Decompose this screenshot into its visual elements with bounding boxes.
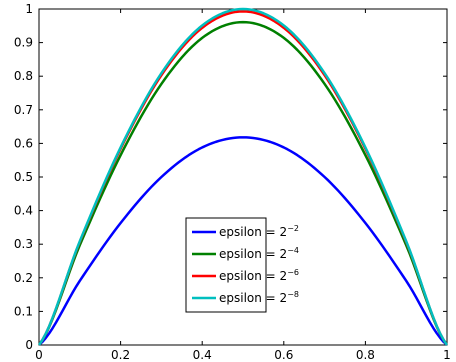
series-line-2 [37, 20, 449, 346]
y-tick-label: 0 [25, 338, 33, 352]
y-tick-label: 0.1 [14, 304, 33, 318]
x-tick-label: 1 [443, 348, 451, 362]
x-tick-label: 0.4 [193, 348, 212, 362]
legend-box [185, 217, 267, 313]
legend-entry-4: epsilon = 2−8 [219, 290, 299, 305]
legend-entry-2: epsilon = 2−4 [219, 246, 299, 261]
legend-entry-base: epsilon = 2 [219, 225, 287, 239]
legend-entry-exponent: −8 [287, 290, 299, 299]
series-line-1 [38, 136, 448, 346]
series-line-4 [37, 7, 449, 346]
y-tick-label: 0.4 [14, 204, 33, 218]
legend-entry-3: epsilon = 2−6 [219, 268, 299, 283]
y-tick-label: 0.7 [14, 103, 33, 117]
y-tick-label: 0.6 [14, 136, 33, 150]
y-tick-label: 0.2 [14, 271, 33, 285]
y-tick-label: 0.9 [14, 36, 33, 50]
x-tick-label: 0.6 [274, 348, 293, 362]
plot-area: 0 0.1 0.2 0.3 0.4 0.5 0.6 0.7 0.8 0.9 1 0 0.2 0.4 0.6 0… [14, 2, 451, 362]
y-tick-label: 0.5 [14, 170, 33, 184]
legend-entry-1: epsilon = 2−2 [219, 224, 299, 239]
legend-entry-exponent: −4 [287, 246, 299, 255]
legend-entry-base: epsilon = 2 [219, 247, 287, 261]
x-tick-label: 0.8 [356, 348, 375, 362]
legend-entry-base: epsilon = 2 [219, 291, 287, 305]
y-tick-label: 1 [25, 2, 33, 16]
y-tick-label: 0.8 [14, 69, 33, 83]
x-tick-label: 0 [35, 348, 43, 362]
legend-entry-exponent: −2 [287, 224, 299, 233]
legend-entry-base: epsilon = 2 [219, 269, 287, 283]
legend-entry-exponent: −6 [287, 268, 299, 277]
x-tick-label: 0.2 [111, 348, 130, 362]
y-tick-label: 0.3 [14, 237, 33, 251]
